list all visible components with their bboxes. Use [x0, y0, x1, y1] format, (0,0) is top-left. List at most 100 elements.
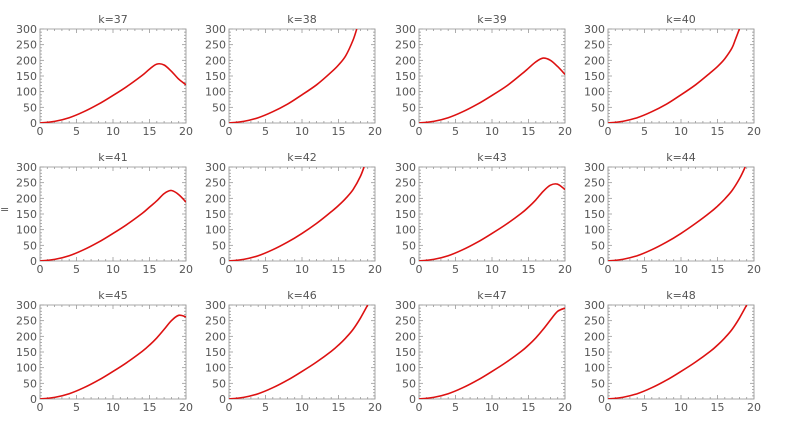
x-tick-label: 15: [332, 401, 346, 414]
x-tick-label: 5: [73, 401, 80, 414]
x-tick-label: 15: [332, 263, 346, 276]
x-tick-label: 20: [747, 401, 761, 414]
x-tick-label: 10: [674, 263, 688, 276]
plot-frame: [228, 304, 376, 400]
y-tick-label: 250: [16, 39, 37, 52]
series-line: [40, 189, 186, 261]
x-tick-label: 15: [522, 401, 536, 414]
series-line: [419, 307, 565, 399]
y-tick-label: 0: [409, 255, 416, 268]
y-tick-label: 0: [409, 117, 416, 130]
y-tick-label: 100: [584, 86, 605, 99]
panel-title: k=37: [98, 13, 128, 26]
y-tick-label: 50: [591, 239, 605, 252]
x-tick-label: 20: [368, 263, 382, 276]
y-tick-label: 150: [395, 346, 416, 359]
y-tick-label: 0: [219, 117, 226, 130]
y-tick-label: 0: [30, 255, 37, 268]
y-tick-label: 200: [395, 54, 416, 67]
y-tick-label: 0: [409, 393, 416, 406]
y-tick-label: 100: [205, 86, 226, 99]
y-tick-label: 300: [395, 299, 416, 312]
series-line: [229, 167, 365, 261]
y-tick-label: 300: [16, 23, 37, 36]
y-tick-label: 100: [584, 362, 605, 375]
x-tick-label: 20: [368, 125, 382, 138]
y-tick-label: 0: [598, 393, 605, 406]
y-tick-label: 0: [219, 255, 226, 268]
x-tick-label: 20: [368, 401, 382, 414]
x-tick-label: 15: [522, 125, 536, 138]
x-tick-label: 15: [711, 125, 725, 138]
y-tick-label: 200: [16, 192, 37, 205]
series-line: [608, 167, 746, 261]
y-tick-label: 250: [205, 177, 226, 190]
plot-frame: [39, 304, 187, 400]
y-tick-label: 250: [395, 39, 416, 52]
x-tick-label: 20: [558, 125, 572, 138]
x-tick-label: 5: [262, 401, 269, 414]
y-tick-label: 100: [395, 86, 416, 99]
panel-title: k=47: [477, 289, 507, 302]
y-tick-label: 300: [16, 161, 37, 174]
x-tick-label: 10: [295, 401, 309, 414]
y-tick-label: 250: [16, 177, 37, 190]
y-tick-label: 150: [16, 346, 37, 359]
panel-title: k=43: [477, 151, 507, 164]
y-tick-label: 100: [16, 224, 37, 237]
x-tick-label: 15: [332, 125, 346, 138]
y-tick-label: 50: [212, 377, 226, 390]
y-tick-label: 200: [205, 54, 226, 67]
series-line: [608, 305, 748, 399]
y-tick-label: 0: [598, 255, 605, 268]
y-tick-label: 250: [395, 177, 416, 190]
x-tick-label: 15: [711, 263, 725, 276]
x-tick-label: 5: [641, 401, 648, 414]
x-tick-label: 0: [226, 263, 233, 276]
stray-label: =: [0, 203, 10, 216]
y-tick-label: 150: [584, 346, 605, 359]
y-tick-label: 150: [205, 208, 226, 221]
panel-title: k=48: [666, 289, 696, 302]
series-line: [40, 62, 186, 123]
y-tick-label: 200: [584, 54, 605, 67]
y-tick-label: 300: [205, 299, 226, 312]
y-tick-label: 150: [16, 208, 37, 221]
y-tick-label: 0: [30, 117, 37, 130]
panel-title: k=39: [477, 13, 507, 26]
x-tick-label: 0: [605, 263, 612, 276]
panel-title: k=40: [666, 13, 696, 26]
y-tick-label: 300: [16, 299, 37, 312]
y-tick-label: 200: [584, 192, 605, 205]
y-tick-label: 50: [212, 101, 226, 114]
y-tick-label: 300: [395, 23, 416, 36]
y-tick-label: 250: [584, 177, 605, 190]
y-tick-label: 100: [395, 224, 416, 237]
x-tick-label: 10: [674, 401, 688, 414]
x-tick-label: 5: [73, 125, 80, 138]
panel-title: k=42: [287, 151, 317, 164]
x-tick-label: 5: [452, 125, 459, 138]
panel-title: k=46: [287, 289, 317, 302]
x-tick-label: 5: [452, 401, 459, 414]
y-tick-label: 150: [584, 70, 605, 83]
x-tick-label: 0: [416, 263, 423, 276]
y-tick-label: 300: [395, 161, 416, 174]
plot-frame: [418, 304, 566, 400]
panel-title: k=44: [666, 151, 696, 164]
x-tick-label: 10: [485, 125, 499, 138]
x-tick-label: 5: [641, 263, 648, 276]
x-tick-label: 20: [558, 263, 572, 276]
x-tick-label: 0: [416, 125, 423, 138]
x-tick-label: 0: [226, 401, 233, 414]
y-tick-label: 150: [205, 346, 226, 359]
plot-frame: [39, 28, 187, 124]
x-tick-label: 0: [605, 125, 612, 138]
